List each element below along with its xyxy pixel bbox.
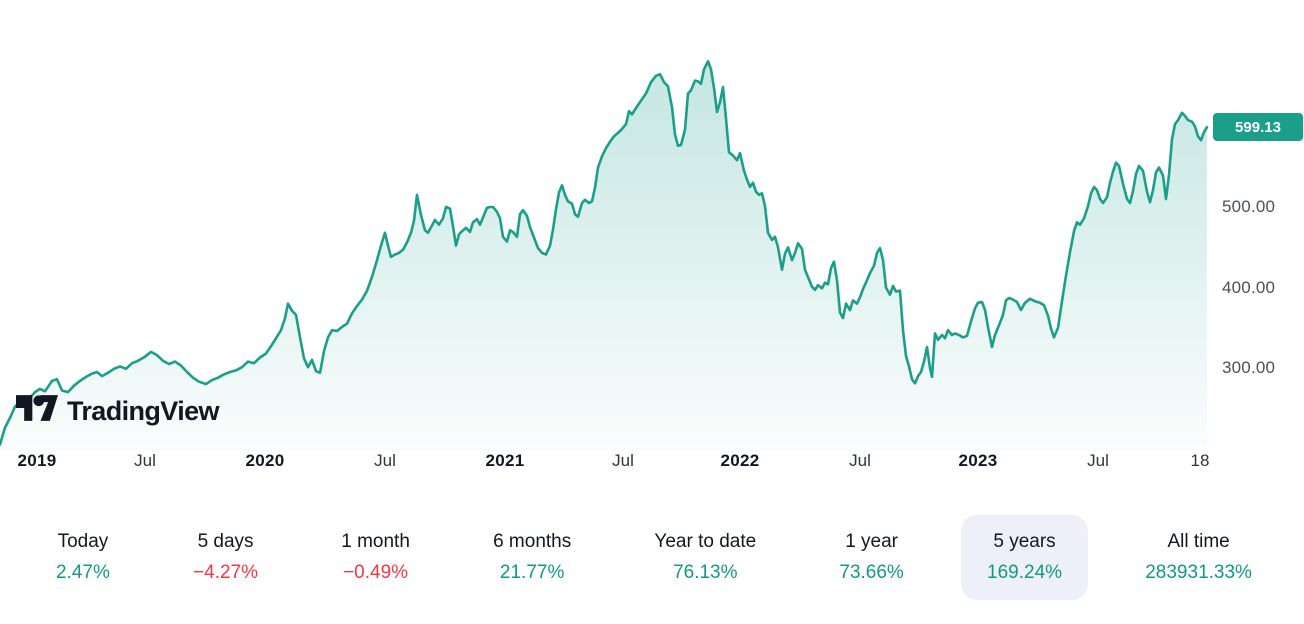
last-price-value: 599.13: [1235, 118, 1281, 136]
price-chart: 500.00 400.00 300.00 599.13 TradingView 20…: [0, 0, 1304, 478]
last-price-badge: 599.13: [1213, 113, 1303, 142]
time-scale-label: Jul: [849, 451, 871, 470]
tradingview-logo-icon: [16, 395, 58, 421]
range-value: 21.77%: [499, 562, 565, 583]
time-scale-label: 2022: [720, 451, 760, 470]
price-scale-label: 400.00: [1222, 277, 1276, 297]
range-value: −0.49%: [343, 562, 409, 583]
range-button-1-year[interactable]: 1 year 73.66%: [813, 515, 929, 600]
time-scale-label: Jul: [1087, 451, 1109, 470]
price-chart-canvas[interactable]: [0, 0, 1304, 478]
range-selector: Today 2.47% 5 days −4.27% 1 month −0.49% 6 mon…: [0, 515, 1304, 600]
range-button-6-months[interactable]: 6 months 21.77%: [467, 515, 597, 600]
time-scale-label: 18: [1190, 451, 1210, 470]
range-label: All time: [1167, 531, 1230, 552]
tradingview-logo-text: TradingView: [67, 396, 220, 426]
time-scale-label: 2021: [485, 451, 525, 470]
time-scale-label: Jul: [374, 451, 396, 470]
time-scale: 2019 Jul 2020 Jul 2021 Jul 2022 Jul 2023 Jul 18: [0, 449, 1304, 473]
range-button-5-days[interactable]: 5 days −4.27%: [167, 515, 284, 600]
range-label: 6 months: [493, 531, 572, 552]
range-label: Year to date: [654, 531, 757, 552]
range-button-all-time[interactable]: All time 283931.33%: [1119, 515, 1278, 600]
time-scale-label: Jul: [612, 451, 634, 470]
time-scale-label: 2019: [17, 451, 57, 470]
range-value: 73.66%: [839, 562, 904, 583]
time-scale-label: 2020: [245, 451, 285, 470]
range-button-1-month[interactable]: 1 month −0.49%: [315, 515, 436, 600]
price-scale-label: 500.00: [1222, 197, 1276, 216]
range-button-today[interactable]: Today 2.47%: [30, 515, 136, 600]
range-label: 1 year: [845, 531, 899, 552]
range-label: Today: [57, 531, 109, 552]
time-scale-label: 2023: [958, 451, 998, 470]
range-value: 76.13%: [673, 562, 738, 583]
range-value: 283931.33%: [1145, 562, 1252, 583]
range-value: 169.24%: [987, 562, 1063, 583]
range-label: 1 month: [341, 531, 410, 552]
price-area-fill: [0, 61, 1207, 452]
range-value: 2.47%: [56, 562, 110, 583]
range-value: −4.27%: [193, 562, 259, 583]
range-button-year-to-date[interactable]: Year to date 76.13%: [628, 515, 782, 600]
tradingview-logo[interactable]: TradingView: [16, 395, 220, 428]
price-line: [0, 60, 1209, 446]
range-label: 5 days: [197, 531, 254, 552]
range-button-5-years[interactable]: 5 years 169.24%: [961, 515, 1089, 600]
time-scale-label: Jul: [134, 451, 156, 470]
price-scale-label: 300.00: [1222, 358, 1276, 377]
range-label: 5 years: [993, 531, 1056, 552]
